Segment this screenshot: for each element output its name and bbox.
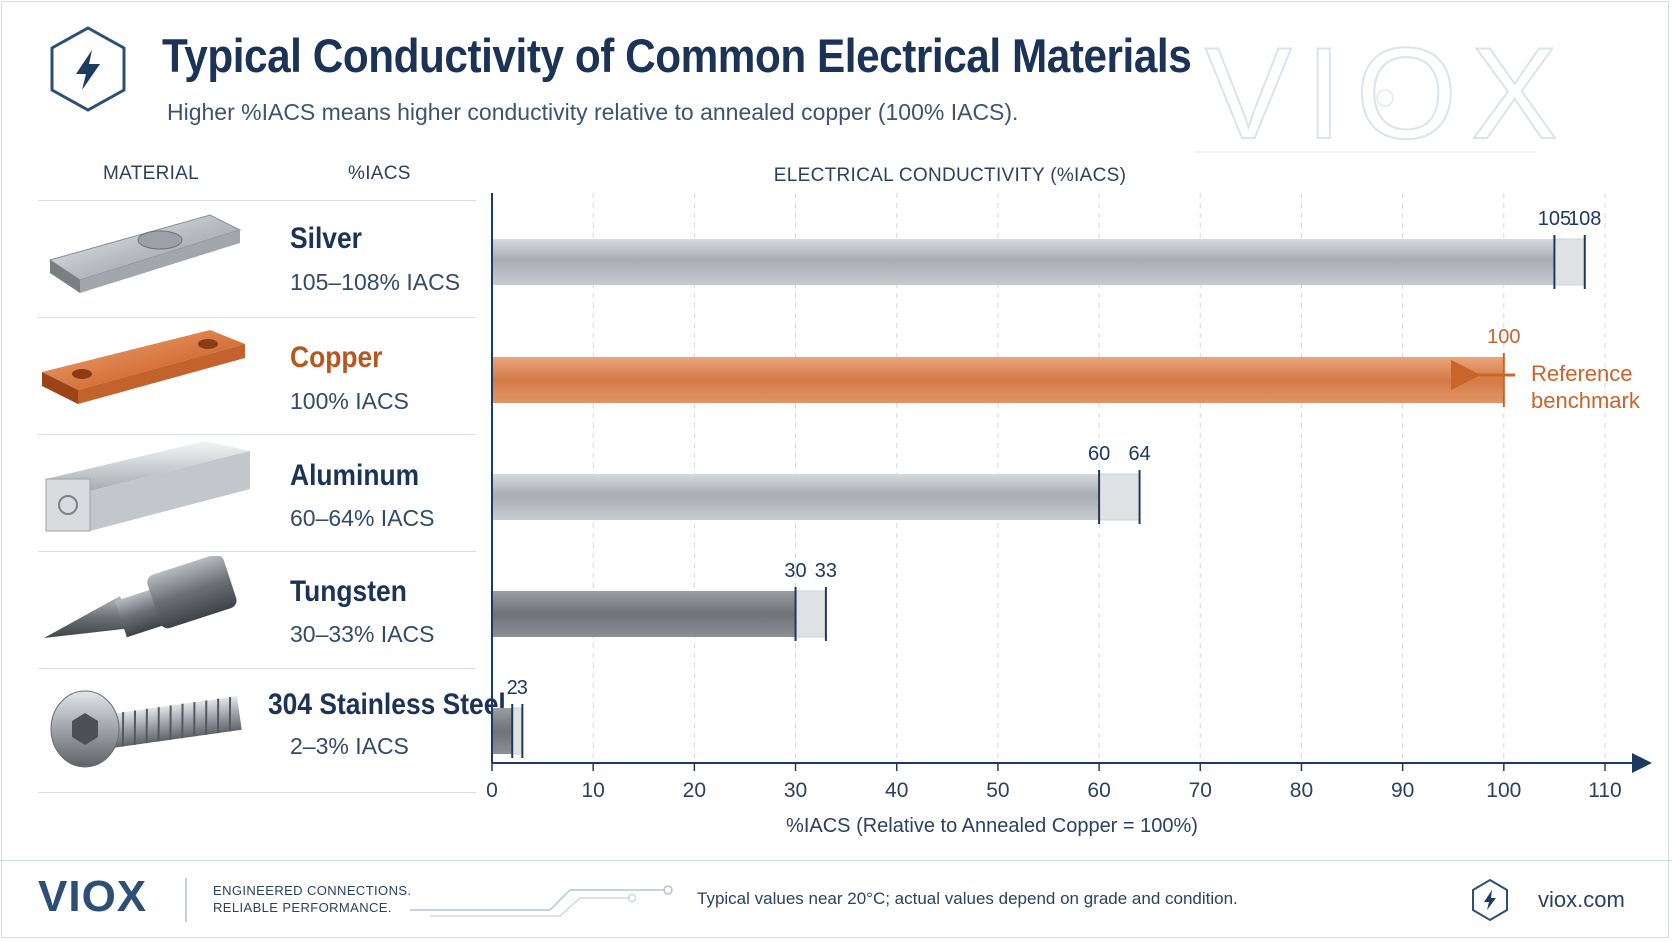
- material-name-silver: Silver: [290, 222, 362, 255]
- material-value-aluminum: 60–64% IACS: [290, 505, 435, 531]
- value-label-aluminum: 64: [1128, 443, 1150, 465]
- range-bar-tungsten: [795, 590, 827, 638]
- x-tick-label: 0: [486, 779, 498, 802]
- range-bar-304-stainless-steel: [511, 707, 523, 755]
- material-value-silver: 105–108% IACS: [290, 269, 461, 295]
- stainless-bolt-image: [50, 690, 242, 768]
- range-bar-aluminum: [1098, 473, 1141, 521]
- material-name-tungsten: Tungsten: [290, 575, 407, 608]
- value-label-silver: 108: [1568, 208, 1601, 230]
- x-tick-label: 80: [1290, 779, 1313, 802]
- row-divider: [38, 434, 476, 435]
- material-name-copper: Copper: [290, 341, 383, 374]
- silver-bar-image: [48, 214, 242, 293]
- footer-divider-line: [0, 860, 1672, 861]
- material-column-header: MATERIAL: [103, 163, 200, 184]
- lightning-hexagon-icon: [1472, 878, 1508, 922]
- copper-bar-image: [42, 330, 245, 404]
- material-name-stainless-steel: 304 Stainless Steel: [268, 688, 506, 721]
- reference-benchmark-annotation: Reference benchmark: [1451, 360, 1641, 413]
- footer-note: Typical values near 20°C; actual values …: [697, 889, 1238, 908]
- x-axis-label: %IACS (Relative to Annealed Copper = 100…: [786, 815, 1198, 837]
- footer-tagline-2: RELIABLE PERFORMANCE.: [213, 900, 392, 915]
- chart-title: ELECTRICAL CONDUCTIVITY (%IACS): [774, 165, 1126, 186]
- bar-tungsten: [492, 591, 796, 637]
- value-label-tungsten: 30: [784, 560, 806, 582]
- value-label-304-stainless-steel: 3: [517, 677, 528, 699]
- row-divider: [38, 792, 476, 793]
- material-value-tungsten: 30–33% IACS: [290, 621, 435, 647]
- row-divider: [38, 668, 476, 669]
- x-tick-label: 90: [1391, 779, 1414, 802]
- range-bar-silver: [1553, 238, 1586, 286]
- x-tick-label: 30: [784, 779, 807, 802]
- iacs-column-header: %IACS: [348, 163, 411, 184]
- x-tick-label: 100: [1486, 779, 1521, 802]
- material-value-stainless-steel: 2–3% IACS: [290, 733, 409, 759]
- value-label-silver: 105: [1538, 208, 1571, 230]
- footer-website-link[interactable]: viox.com: [1538, 887, 1625, 912]
- page-subtitle: Higher %IACS means higher conductivity r…: [167, 99, 1019, 125]
- page-title: Typical Conductivity of Common Electrica…: [162, 29, 1192, 82]
- x-tick-label: 40: [885, 779, 908, 802]
- x-tick-label: 50: [986, 779, 1009, 802]
- circuit-trace-decoration: [410, 885, 673, 917]
- bar-silver: [492, 239, 1555, 285]
- x-tick-label: 110: [1588, 779, 1621, 802]
- value-label-304-stainless-steel: 2: [507, 677, 518, 699]
- footer-tagline-1: ENGINEERED CONNECTIONS.: [213, 883, 412, 898]
- material-name-aluminum: Aluminum: [290, 459, 420, 492]
- row-divider: [38, 200, 476, 201]
- value-label-aluminum: 60: [1088, 443, 1110, 465]
- viox-watermark-logo: VIOX: [1195, 20, 1572, 167]
- watermark-text: VIOX: [1205, 20, 1572, 166]
- aluminum-extrusion-image: [45, 441, 250, 532]
- x-tick-label: 70: [1189, 779, 1212, 802]
- reference-label-line1: Reference: [1531, 361, 1633, 386]
- lightning-hexagon-icon: [50, 26, 126, 112]
- footer-brand-logo: VIOX: [38, 872, 148, 921]
- x-tick-label: 10: [582, 779, 605, 802]
- row-divider: [38, 551, 476, 552]
- tungsten-tip-image: [44, 556, 237, 638]
- bar-copper: [492, 357, 1504, 403]
- value-label-tungsten: 33: [815, 560, 837, 582]
- value-label-copper: 100: [1487, 326, 1520, 348]
- x-tick-label: 60: [1087, 779, 1110, 802]
- row-divider: [38, 317, 476, 318]
- material-value-copper: 100% IACS: [290, 388, 409, 414]
- bar-304-stainless-steel: [492, 708, 513, 754]
- bar-aluminum: [492, 474, 1100, 520]
- reference-label-line2: benchmark: [1531, 388, 1641, 413]
- x-tick-label: 20: [683, 779, 706, 802]
- footer-vertical-divider: [185, 878, 187, 922]
